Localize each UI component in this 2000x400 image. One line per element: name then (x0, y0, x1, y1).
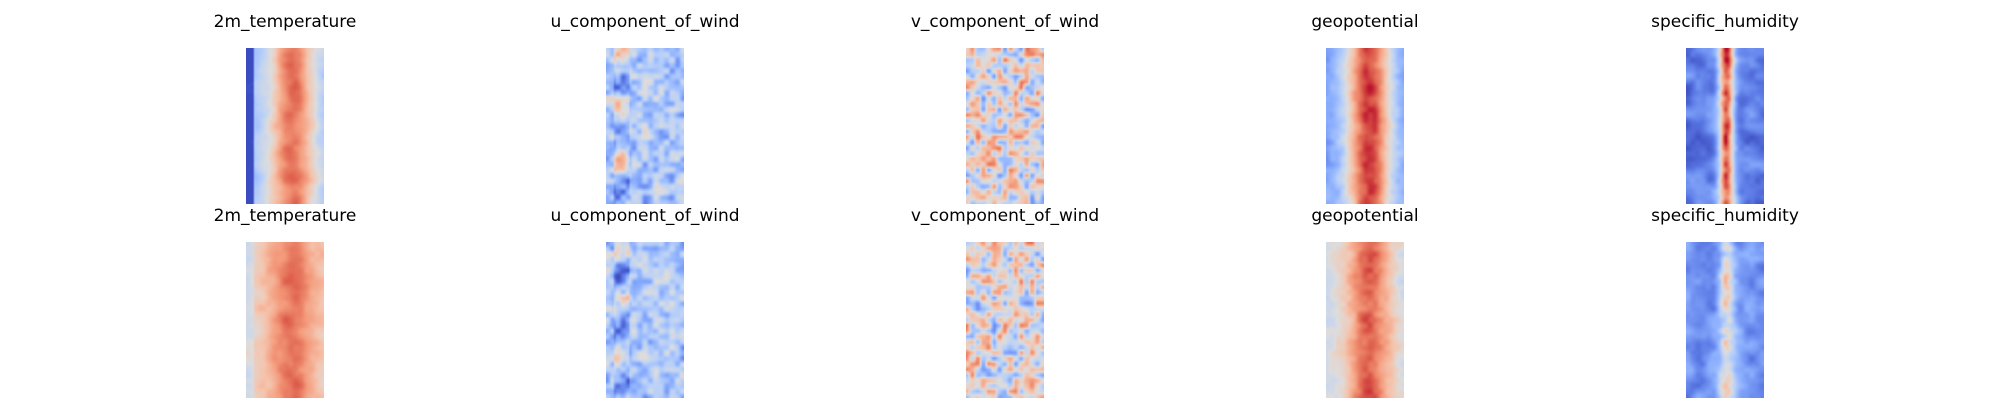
panel-title: specific_humidity (1651, 12, 1799, 32)
panel-title: geopotential (1311, 206, 1419, 226)
panel-title: u_component_of_wind (550, 206, 740, 226)
panel-title: specific_humidity (1651, 206, 1799, 226)
panel-specific-humidity-row1: specific_humidity (1545, 12, 1905, 204)
panel-u-component-of-wind-row2: u_component_of_wind (465, 206, 825, 398)
panel-v-component-of-wind-row2: v_component_of_wind (825, 206, 1185, 398)
panel-2m-temperature-row1: 2m_temperature (105, 12, 465, 204)
panel-title: u_component_of_wind (550, 12, 740, 32)
panel-2m-temperature-row2: 2m_temperature (105, 206, 465, 398)
heatmap-u-component-of-wind (606, 242, 684, 398)
heatmap-geopotential (1326, 48, 1404, 204)
heatmap-geopotential (1326, 242, 1404, 398)
panel-v-component-of-wind-row1: v_component_of_wind (825, 12, 1185, 204)
heatmap-2m-temperature (246, 242, 324, 398)
heatmap-v-component-of-wind (966, 242, 1044, 398)
panel-specific-humidity-row2: specific_humidity (1545, 206, 1905, 398)
panel-title: geopotential (1311, 12, 1419, 32)
panel-title: 2m_temperature (213, 12, 357, 32)
panel-title: 2m_temperature (213, 206, 357, 226)
panel-title: v_component_of_wind (910, 206, 1100, 226)
panel-geopotential-row2: geopotential (1185, 206, 1545, 398)
heatmap-2m-temperature (246, 48, 324, 204)
panel-u-component-of-wind-row1: u_component_of_wind (465, 12, 825, 204)
panel-title: v_component_of_wind (910, 12, 1100, 32)
heatmap-u-component-of-wind (606, 48, 684, 204)
panel-geopotential-row1: geopotential (1185, 12, 1545, 204)
heatmap-specific-humidity (1686, 48, 1764, 204)
heatmap-specific-humidity (1686, 242, 1764, 398)
heatmap-v-component-of-wind (966, 48, 1044, 204)
